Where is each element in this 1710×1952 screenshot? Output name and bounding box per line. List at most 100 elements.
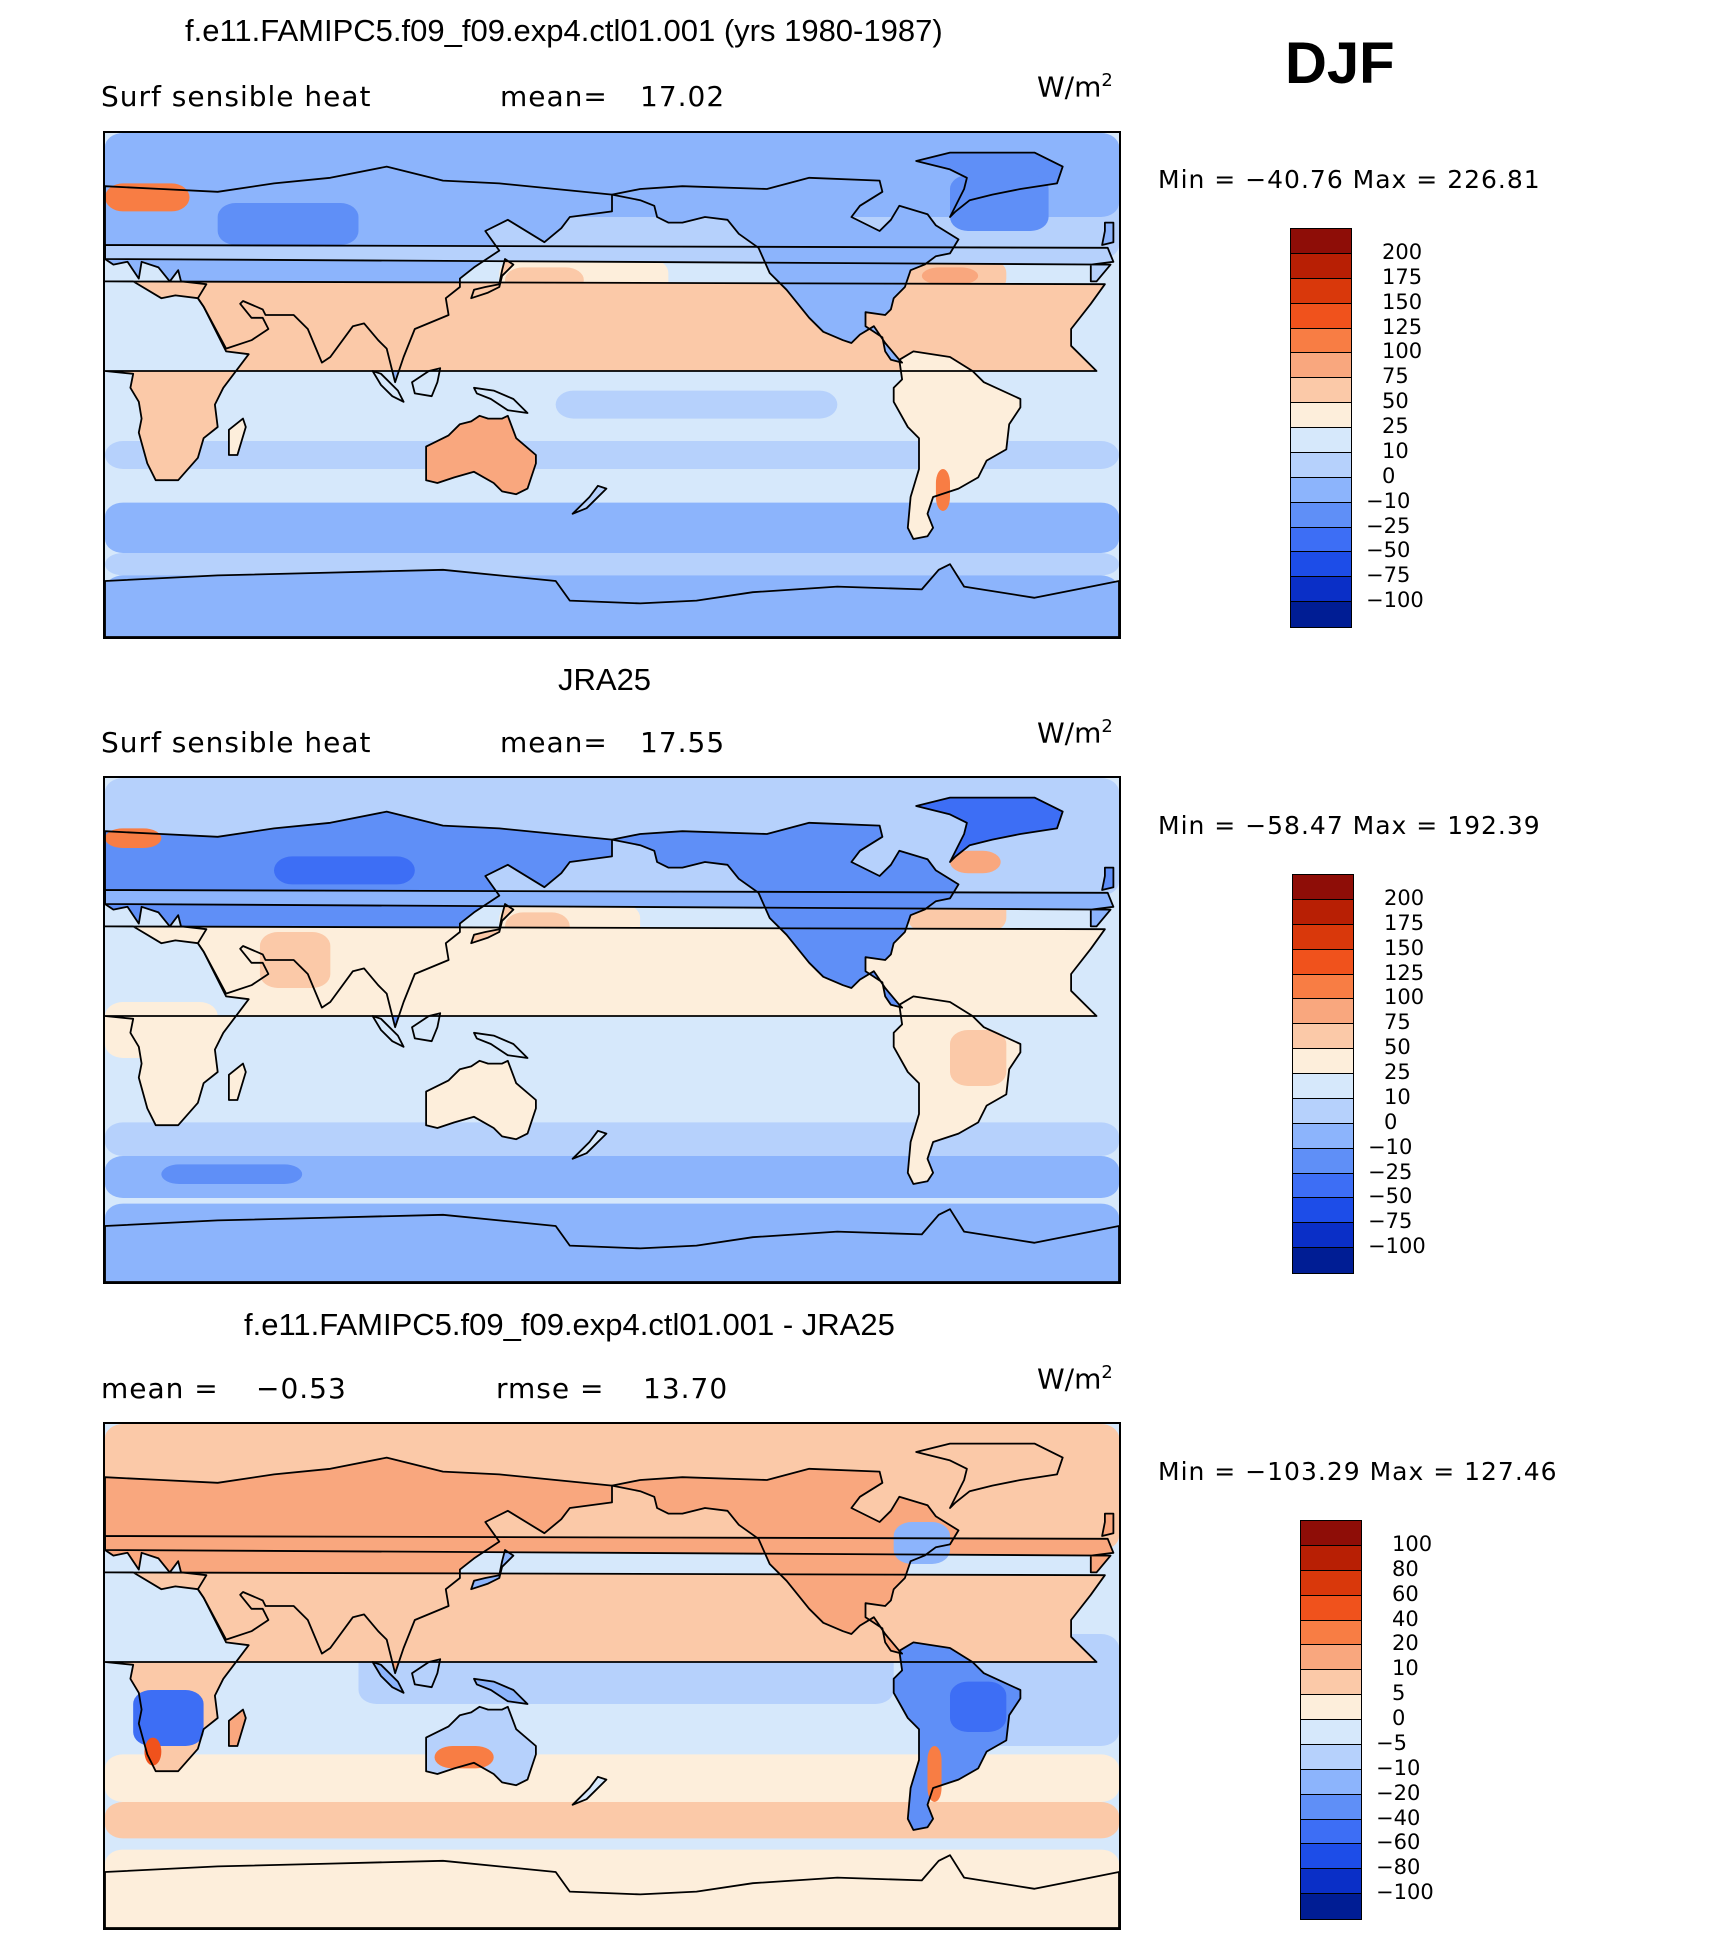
coastline-australia xyxy=(425,414,537,496)
panel-3-min-max: Min = −103.29 Max = 127.46 xyxy=(1158,1457,1558,1486)
coastline-antarctica xyxy=(105,1208,1119,1282)
colorbar-tick-label: −40 xyxy=(1376,1805,1421,1830)
coastline-japan xyxy=(470,903,515,945)
panel-2-mean-value: 17.55 xyxy=(640,726,726,759)
colorbar-tick-label: 125 xyxy=(1384,960,1425,985)
panel-2-left-label: Surf sensible heat xyxy=(101,726,372,759)
colorbar-tick-label: 100 xyxy=(1392,1531,1433,1556)
colorbar-swatch xyxy=(1291,328,1351,354)
panel-2-mean-label: mean= xyxy=(500,726,608,759)
season-label: DJF xyxy=(1285,31,1395,96)
coastline-sumatra xyxy=(371,1661,405,1694)
contour-patch xyxy=(950,1681,1007,1732)
colorbar-tick-label: 40 xyxy=(1392,1606,1419,1631)
colorbar-tick-label: 175 xyxy=(1382,264,1423,289)
landmass-antarctica xyxy=(105,564,1119,637)
panel-3-title: f.e11.FAMIPC5.f09_f09.exp4.ctl01.001 - J… xyxy=(244,1307,895,1342)
contour-patch xyxy=(259,932,331,988)
landmass-nz xyxy=(572,1130,607,1159)
colorbar-swatch xyxy=(1291,353,1351,379)
colorbar-swatch xyxy=(1293,949,1353,975)
colorbar-swatch xyxy=(1291,452,1351,478)
colorbar-swatch xyxy=(1301,1620,1361,1646)
landmass-antarctica xyxy=(105,1209,1119,1282)
colorbar-tick-label: −10 xyxy=(1368,1134,1413,1159)
colorbar-tick-label: 10 xyxy=(1382,438,1409,463)
panel-2-title: JRA25 xyxy=(558,662,652,697)
coastline-africa xyxy=(105,1571,1106,1773)
colorbar-swatch xyxy=(1293,899,1353,925)
coastline-borneo xyxy=(411,1012,442,1043)
colorbar-swatch xyxy=(1301,1570,1361,1596)
coastline-samerica xyxy=(892,1641,1022,1831)
landmass-samerica xyxy=(893,351,1021,539)
colorbar-swatch xyxy=(1293,1049,1353,1074)
colorbar-tick-label: 25 xyxy=(1384,1060,1411,1084)
colorbar-swatch xyxy=(1301,1521,1361,1546)
contour-patch xyxy=(133,1690,204,1746)
coastline-borneo xyxy=(411,1658,442,1689)
colorbar-swatch xyxy=(1301,1645,1361,1671)
coastline-newguinea xyxy=(473,1677,529,1705)
landmass-madagascar xyxy=(228,1063,246,1100)
panel-3-colorbar xyxy=(1300,1520,1362,1920)
landmass-newguinea xyxy=(474,1678,528,1704)
colorbar-tick-label: 5 xyxy=(1392,1681,1406,1706)
coastline-madagascar xyxy=(228,1062,247,1101)
panel-3-rmse-value: 13.70 xyxy=(643,1372,729,1405)
colorbar-tick-label: 75 xyxy=(1384,1010,1411,1035)
colorbar-tick-label: 75 xyxy=(1382,364,1409,389)
contour-band xyxy=(921,267,979,285)
panel-3-mean-label: mean = xyxy=(101,1372,219,1405)
colorbar-swatch xyxy=(1293,1173,1353,1199)
contour-band xyxy=(105,553,1119,576)
contour-band xyxy=(105,502,1119,553)
coastline-africa xyxy=(105,280,1106,482)
colorbar-swatch xyxy=(1291,378,1351,404)
colorbar-swatch xyxy=(1293,1148,1353,1174)
coastline-nz xyxy=(571,1775,608,1806)
coastline-samerica xyxy=(892,350,1022,540)
colorbar-tick-label: −80 xyxy=(1376,1855,1421,1880)
colorbar-tick-label: 0 xyxy=(1384,1109,1398,1134)
contour-band xyxy=(105,1156,1119,1198)
panel-3-map xyxy=(103,1422,1121,1930)
panel-1-left-label: Surf sensible heat xyxy=(101,80,372,113)
panel-3-units: W/m2 xyxy=(1037,1362,1113,1396)
colorbar-tick-label: 25 xyxy=(1382,414,1409,438)
colorbar-tick-label: −50 xyxy=(1368,1184,1413,1209)
panel-1-units: W/m2 xyxy=(1037,70,1113,104)
colorbar-swatch xyxy=(1291,303,1351,329)
colorbar-swatch xyxy=(1291,253,1351,279)
colorbar-swatch xyxy=(1291,428,1351,453)
contour-patch xyxy=(274,856,415,885)
coastline-sumatra xyxy=(371,370,405,403)
coastline-europeW xyxy=(105,889,1115,928)
landmass-greenland xyxy=(916,797,1063,862)
colorbar-swatch xyxy=(1293,1248,1353,1273)
landmass-borneo xyxy=(412,368,441,397)
contour-patch xyxy=(950,1030,1007,1086)
landmass-newguinea xyxy=(474,387,528,413)
landmass-australia xyxy=(426,1060,536,1140)
coastline-madagascar xyxy=(228,1708,247,1747)
contour-band xyxy=(105,1802,1119,1839)
coastline-uk xyxy=(1101,1512,1115,1537)
coastline-antarctica xyxy=(105,1854,1119,1928)
contour-band xyxy=(105,1122,1119,1156)
coastline-greenland xyxy=(915,151,1064,218)
colorbar-tick-label: −100 xyxy=(1368,1234,1426,1259)
panel-1-mean-value: 17.02 xyxy=(640,80,726,113)
colorbar-tick-label: 10 xyxy=(1384,1084,1411,1109)
panel-2-map xyxy=(103,776,1121,1284)
landmass-borneo xyxy=(412,1659,441,1688)
colorbar-swatch xyxy=(1291,552,1351,578)
coastline-newguinea xyxy=(473,386,529,414)
colorbar-swatch xyxy=(1293,924,1353,950)
colorbar-swatch xyxy=(1291,229,1351,254)
colorbar-tick-label: 175 xyxy=(1384,910,1425,935)
coastline-nz xyxy=(571,1129,608,1160)
contour-band xyxy=(161,1164,303,1184)
coastline-europeW xyxy=(105,244,1115,283)
colorbar-swatch xyxy=(1293,1098,1353,1124)
